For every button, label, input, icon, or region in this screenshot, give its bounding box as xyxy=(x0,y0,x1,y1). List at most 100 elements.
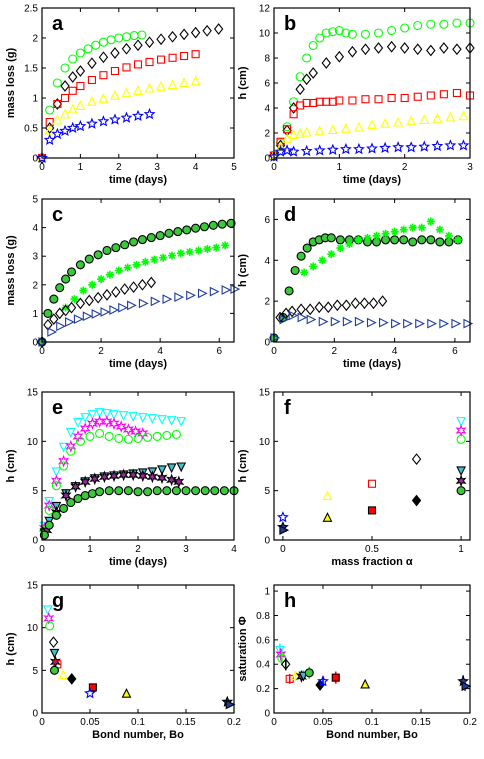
series-5 xyxy=(322,512,333,522)
y-tick-label: 4 xyxy=(32,223,38,234)
x-tick-label: 3 xyxy=(154,162,160,173)
data-point xyxy=(386,40,397,53)
data-point xyxy=(173,475,185,489)
data-point xyxy=(275,648,287,661)
data-point xyxy=(56,321,66,332)
x-tick-label: 0 xyxy=(280,544,286,555)
y-tick-label: 10 xyxy=(27,623,39,634)
data-point xyxy=(455,474,467,488)
panel-letter: g xyxy=(52,590,64,612)
data-point xyxy=(275,141,286,152)
data-point xyxy=(182,225,192,235)
series-4 xyxy=(270,310,474,343)
series-6 xyxy=(39,486,239,540)
data-point xyxy=(47,327,58,337)
data-point xyxy=(174,292,185,302)
data-point xyxy=(110,89,120,100)
plot-frame xyxy=(273,391,471,541)
x-tick-label: 0.15 xyxy=(176,717,196,728)
data-point xyxy=(49,313,59,326)
data-point xyxy=(342,316,353,327)
x-tick-label: 0 xyxy=(271,717,277,728)
x-tick-label: 0 xyxy=(39,544,45,555)
series-3 xyxy=(269,88,475,160)
data-point xyxy=(111,286,121,298)
x-tick-label: 4 xyxy=(392,346,398,357)
data-point xyxy=(104,431,114,441)
data-point xyxy=(133,60,143,69)
data-point xyxy=(431,139,444,152)
series-6 xyxy=(49,655,61,669)
data-point xyxy=(334,25,344,36)
data-point xyxy=(121,32,132,42)
data-point xyxy=(176,249,185,258)
data-point xyxy=(284,286,294,296)
data-point xyxy=(341,299,352,312)
data-point xyxy=(318,256,327,265)
data-point xyxy=(288,310,299,321)
data-point xyxy=(118,411,129,421)
data-point xyxy=(322,512,333,522)
series-3 xyxy=(279,525,290,536)
data-point xyxy=(290,670,301,680)
series-5 xyxy=(36,107,156,164)
data-point xyxy=(60,80,70,92)
data-point xyxy=(51,127,64,140)
data-point xyxy=(152,486,162,496)
data-point xyxy=(435,225,444,234)
data-point xyxy=(42,605,53,616)
data-point xyxy=(457,139,470,151)
data-point xyxy=(100,307,111,317)
data-point xyxy=(129,237,139,247)
data-point xyxy=(372,231,381,240)
data-point xyxy=(190,75,201,86)
data-point xyxy=(75,65,86,77)
data-point xyxy=(60,108,70,119)
data-point xyxy=(368,297,379,310)
data-point xyxy=(87,57,97,70)
data-point xyxy=(84,687,96,699)
data-point xyxy=(106,35,116,45)
series-14 xyxy=(455,474,467,488)
data-point xyxy=(326,143,339,155)
data-point xyxy=(305,303,315,316)
data-point xyxy=(144,36,155,49)
data-point xyxy=(73,418,83,428)
data-point xyxy=(226,218,236,228)
data-point xyxy=(58,669,69,680)
x-tick-label: 4 xyxy=(231,544,237,555)
data-point xyxy=(171,429,181,439)
y-axis-label: h (cm) xyxy=(237,254,249,287)
data-point xyxy=(123,486,133,496)
data-point xyxy=(288,129,299,140)
data-point xyxy=(451,318,462,329)
data-point xyxy=(146,233,156,243)
data-point xyxy=(101,409,112,419)
data-point xyxy=(97,275,106,284)
data-point xyxy=(52,114,63,125)
data-point xyxy=(373,28,384,38)
data-point xyxy=(156,80,166,91)
data-point xyxy=(137,235,147,245)
data-point xyxy=(208,220,218,230)
series-7 xyxy=(367,506,377,515)
data-point xyxy=(390,235,400,245)
data-point xyxy=(360,43,371,56)
data-point xyxy=(93,250,103,260)
data-point xyxy=(179,77,189,88)
x-axis-label: Bond number, Bo xyxy=(326,729,418,741)
data-point xyxy=(52,98,63,110)
data-point xyxy=(302,243,312,253)
data-point xyxy=(66,267,77,277)
x-axis-label: time (days) xyxy=(109,556,167,568)
data-point xyxy=(68,54,78,64)
x-tick-label: 0.05 xyxy=(313,717,333,728)
y-tick-label: 3 xyxy=(32,252,38,263)
y-tick-label: 0 xyxy=(264,338,270,349)
data-point xyxy=(85,431,95,441)
data-point xyxy=(98,92,109,103)
panel-a: 0 1 2 3 4 5 0 0.5 1 1.5 2 2.5 time (days) mass loss (… xyxy=(5,4,237,187)
data-point xyxy=(321,28,331,38)
data-point xyxy=(75,100,86,110)
